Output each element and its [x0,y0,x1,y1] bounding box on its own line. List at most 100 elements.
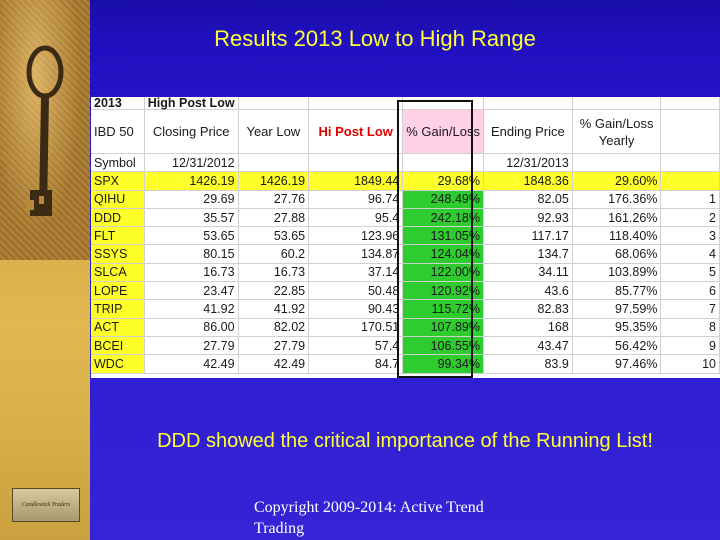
table-cell-close: 53.65 [144,226,239,246]
table-cell-low: 16.73 [238,263,310,283]
table-cell-rank [660,171,720,191]
table-header-cell: Symbol [91,153,145,173]
table-cell-rank: 9 [660,336,720,356]
table-header-cell: % Gain/Loss [402,109,484,154]
table-cell-low: 82.02 [238,318,310,337]
table-cell-yearly: 103.89% [572,263,662,283]
antique-key-icon [26,45,64,216]
table-cell-hi: 84.7 [308,354,404,374]
table-cell-low: 42.49 [238,354,310,374]
results-table: 2013 High Post Low IBD 50 Closing Price … [91,97,720,374]
table-cell-close: 80.15 [144,244,239,264]
table-row: ACT 86.00 82.02 170.51 107.89% 168 95.35% 8 [91,318,720,337]
table-cell-symbol: SSYS [91,244,145,264]
table-row: TRIP 41.92 41.92 90.43 115.72% 82.83 97.59% 7 [91,299,720,319]
table-cell-low: 53.65 [238,226,310,246]
table-cell-yearly: 176.36% [572,190,662,209]
table-cell-yearly: 97.59% [572,299,662,319]
table-cell-rank: 5 [660,263,720,283]
table-header-cell: % Gain/Loss Yearly [572,109,662,154]
copyright-notice: Copyright 2009-2014: Active Trend Tradin… [254,499,484,537]
table-cell-rank: 3 [660,226,720,246]
table-cell-low: 27.88 [238,208,310,228]
table-cell-low: 27.76 [238,190,310,209]
table-cell-hi: 123.96 [308,226,404,246]
table-cell-symbol: QIHU [91,190,145,209]
table-row: WDC 42.49 42.49 84.7 99.34% 83.9 97.46% 10 [91,354,720,374]
table-cell-hi: 90.43 [308,299,404,319]
table-cell-yearly: 118.40% [572,226,662,246]
table-body: SPX 1426.19 1426.19 1849.44 29.68% 1848.36 29.… [91,171,720,374]
table-cell-symbol: WDC [91,354,145,374]
table-cell-hi: 37.14 [308,263,404,283]
table-cell-gain: 122.00% [402,263,484,283]
table-cell-yearly: 56.42% [572,336,662,356]
table-cell-end: 83.9 [483,354,573,374]
table-cell-end: 92.93 [483,208,573,228]
table-row: SLCA 16.73 16.73 37.14 122.00% 34.11 103.89% 5 [91,263,720,283]
table-header-row: IBD 50 Closing Price Year Low Hi Post Lo… [91,109,720,154]
table-header-cell: Ending Price [483,109,573,154]
table-cell-symbol: SPX [91,171,145,191]
table-cell-symbol: BCEI [91,336,145,356]
table-cell-end: 34.11 [483,263,573,283]
table-cell-hi: 134.87 [308,244,404,264]
table-cell-gain: 107.89% [402,318,484,337]
table-cell-rank: 10 [660,354,720,374]
table-cell-rank: 7 [660,299,720,319]
table-cell-low: 1426.19 [238,171,310,191]
table-cell-end: 43.6 [483,281,573,301]
table-cell-gain: 115.72% [402,299,484,319]
table-cell-yearly: 85.77% [572,281,662,301]
table-cell-symbol: DDD [91,208,145,228]
table-header-cell: Hi Post Low [308,109,404,154]
logo-text: Candlestick Traders [21,502,71,508]
table-row: SSYS 80.15 60.2 134.87 124.04% 134.7 68.06% 4 [91,244,720,264]
table-cell-low: 22.85 [238,281,310,301]
table-cell-symbol: LOPE [91,281,145,301]
table-cell-rank: 6 [660,281,720,301]
table-header-row: 2013 High Post Low [91,97,720,110]
table-cell-rank: 8 [660,318,720,337]
table-row: DDD 35.57 27.88 95.4 242.18% 92.93 161.26% 2 [91,208,720,228]
table-cell-end: 82.83 [483,299,573,319]
results-table-image: 2013 High Post Low IBD 50 Closing Price … [91,97,720,378]
table-cell-gain: 124.04% [402,244,484,264]
table-cell-close: 1426.19 [144,171,239,191]
table-cell-end: 82.05 [483,190,573,209]
table-row: QIHU 29.69 27.76 96.74 248.49% 82.05 176.36% 1 [91,190,720,209]
table-cell-low: 60.2 [238,244,310,264]
slide-subtitle: DDD showed the critical importance of th… [157,430,653,452]
table-header-cell: High Post Low [144,97,239,110]
table-cell-hi: 50.48 [308,281,404,301]
table-cell-symbol: SLCA [91,263,145,283]
table-row: LOPE 23.47 22.85 50.48 120.92% 43.6 85.77% 6 [91,281,720,301]
table-cell-close: 27.79 [144,336,239,356]
table-cell-end: 43.47 [483,336,573,356]
table-cell-low: 41.92 [238,299,310,319]
table-cell-rank: 4 [660,244,720,264]
table-cell-close: 42.49 [144,354,239,374]
table-cell-gain: 106.55% [402,336,484,356]
table-cell-low: 27.79 [238,336,310,356]
table-cell-close: 16.73 [144,263,239,283]
key-image [0,0,90,260]
table-cell-close: 86.00 [144,318,239,337]
table-cell-yearly: 68.06% [572,244,662,264]
table-cell-symbol: FLT [91,226,145,246]
table-cell-gain: 248.49% [402,190,484,209]
table-cell-rank: 2 [660,208,720,228]
table-cell-yearly: 95.35% [572,318,662,337]
table-cell-close: 23.47 [144,281,239,301]
table-header-cell: Year Low [238,109,310,154]
table-header-cell: 12/31/2012 [144,153,239,173]
table-cell-end: 1848.36 [483,171,573,191]
table-cell-gain: 29.68% [402,171,484,191]
table-cell-yearly: 97.46% [572,354,662,374]
table-cell-symbol: ACT [91,318,145,337]
table-cell-close: 41.92 [144,299,239,319]
table-cell-gain: 120.92% [402,281,484,301]
table-row: SPX 1426.19 1426.19 1849.44 29.68% 1848.36 29.… [91,171,720,191]
table-cell-end: 168 [483,318,573,337]
company-logo: Candlestick Traders [12,488,80,522]
